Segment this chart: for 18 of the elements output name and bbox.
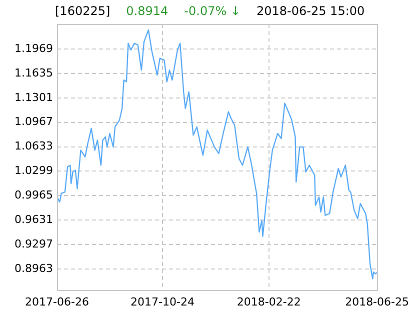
y-tick-label: 1.1969 <box>14 42 53 55</box>
text: 0.8914 <box>126 4 168 18</box>
y-tick-label: 0.8963 <box>14 262 53 275</box>
y-tick-label: 1.0967 <box>14 115 53 128</box>
text: 2018-06-25 15:00 <box>256 4 365 18</box>
x-tick-label: 2018-02-22 <box>236 295 301 308</box>
x-tick-label: 2018-06-25 <box>345 295 410 308</box>
y-tick-label: 1.0633 <box>14 140 53 153</box>
x-tick-label: 2017-10-24 <box>130 295 194 308</box>
y-tick-label: 1.0299 <box>14 164 53 178</box>
y-tick-label: 1.1301 <box>14 90 53 104</box>
y-tick-label: 1.1635 <box>14 66 53 80</box>
y-tick-label: 0.9631 <box>14 212 53 226</box>
y-tick-label: 0.9965 <box>14 188 53 202</box>
chart-title: [160225] <box>55 4 110 18</box>
y-tick-label: 0.9297 <box>14 237 53 250</box>
x-tick-label: 2017-06-26 <box>25 295 89 308</box>
text: -0.07% ↓ <box>184 4 240 18</box>
